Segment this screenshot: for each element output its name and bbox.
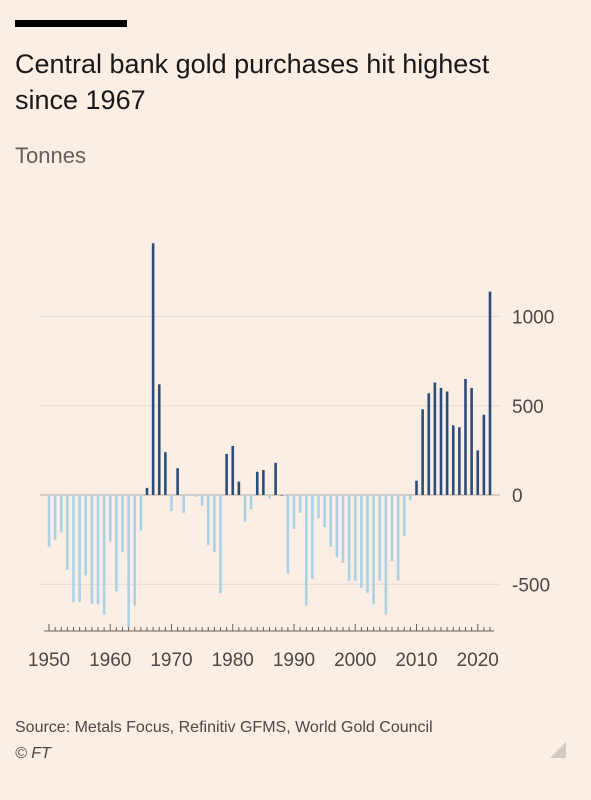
bar-2017 <box>458 427 461 495</box>
bar-1966 <box>145 487 149 495</box>
bar-1982 <box>243 495 247 522</box>
x-axis: 1950 1960 1970 1980 1990 2000 2010 2020 <box>28 624 499 671</box>
bar-1997 <box>335 495 339 558</box>
bar-1955 <box>78 495 81 603</box>
x-tick-label: 1970 <box>150 650 192 671</box>
bar-1987 <box>274 462 277 495</box>
gridlines <box>40 316 500 585</box>
bar-1967 <box>151 243 155 495</box>
bar-1990 <box>292 495 296 529</box>
bar-1952 <box>59 495 63 533</box>
bar-2020 <box>476 450 480 496</box>
bar-2011 <box>421 409 424 495</box>
bar-1980 <box>231 445 235 495</box>
bar-1954 <box>72 495 75 603</box>
bar-1984 <box>255 471 259 495</box>
bar-2016 <box>451 425 455 495</box>
x-tick-label: 1990 <box>273 650 315 671</box>
bar-2018 <box>464 378 467 495</box>
bar-1988 <box>280 495 284 496</box>
bar-2000 <box>353 495 357 581</box>
y-axis-labels: 1000 500 0 -500 <box>512 308 554 597</box>
bar-1976 <box>206 495 210 545</box>
bar-1994 <box>317 495 320 519</box>
bar-1998 <box>341 495 345 563</box>
bar-1995 <box>323 495 326 528</box>
bar-1971 <box>176 468 179 495</box>
y-tick-label: 500 <box>512 397 544 418</box>
bar-1964 <box>133 495 137 606</box>
bar-2003 <box>372 495 375 604</box>
bar-2010 <box>415 480 418 495</box>
bar-1974 <box>194 495 198 497</box>
bar-1965 <box>139 495 143 531</box>
bar-1975 <box>200 495 204 506</box>
bar-2022 <box>488 291 492 495</box>
bar-1962 <box>121 495 124 553</box>
bar-1981 <box>237 481 241 495</box>
bar-1972 <box>182 495 186 513</box>
bar-1958 <box>96 495 100 604</box>
bar-1989 <box>286 495 290 574</box>
bar-1979 <box>225 453 228 495</box>
bar-1992 <box>304 495 308 606</box>
source-note: Source: Metals Focus, Refinitiv GFMS, Wo… <box>15 719 433 736</box>
bar-1985 <box>262 470 265 495</box>
bars <box>47 243 492 628</box>
bar-2007 <box>396 495 400 581</box>
bar-1956 <box>84 495 88 576</box>
bar-2009 <box>409 495 412 501</box>
bar-1968 <box>157 384 161 495</box>
bar-1961 <box>115 495 118 592</box>
bar-1970 <box>170 495 173 512</box>
bar-1986 <box>268 495 271 499</box>
bar-1957 <box>90 495 94 604</box>
bar-1999 <box>347 495 351 581</box>
resize-corner-icon <box>550 742 566 758</box>
bar-1978 <box>219 495 222 594</box>
bar-2004 <box>378 495 382 581</box>
bar-1996 <box>329 495 333 547</box>
bar-1959 <box>102 495 106 615</box>
top-rule <box>15 20 127 27</box>
bar-2021 <box>482 414 486 496</box>
bar-1960 <box>108 495 112 542</box>
x-tick-label: 2010 <box>395 650 437 671</box>
bar-2001 <box>360 495 363 588</box>
y-tick-label: 1000 <box>512 308 554 329</box>
bar-1973 <box>188 495 192 496</box>
bar-2013 <box>433 382 437 495</box>
bar-1977 <box>213 495 216 553</box>
bar-1950 <box>47 495 51 547</box>
bar-2006 <box>390 495 394 562</box>
x-tick-label: 2020 <box>457 650 499 671</box>
bar-1993 <box>311 495 314 579</box>
bar-2019 <box>470 387 473 495</box>
bar-chart: 1950 1960 1970 1980 1990 2000 2010 2020 1000 500… <box>28 243 554 671</box>
x-tick-label: 1960 <box>89 650 131 671</box>
bar-2014 <box>439 387 443 495</box>
bar-1951 <box>53 495 57 540</box>
y-tick-label: -500 <box>512 575 550 596</box>
bar-1953 <box>66 495 69 570</box>
bar-2005 <box>384 495 388 615</box>
bar-1963 <box>127 495 130 628</box>
bar-2015 <box>445 391 449 495</box>
copyright: © FT <box>15 745 51 762</box>
x-tick-label: 2000 <box>334 650 376 671</box>
bar-2012 <box>427 393 431 495</box>
bar-1969 <box>164 452 167 495</box>
bar-1983 <box>249 495 253 510</box>
bar-2008 <box>402 495 406 537</box>
x-tick-label: 1980 <box>212 650 254 671</box>
y-tick-label: 0 <box>512 486 523 507</box>
bar-1991 <box>298 495 302 513</box>
chart-subtitle: Tonnes <box>15 143 86 168</box>
bar-2002 <box>366 495 369 594</box>
x-tick-label: 1950 <box>28 650 70 671</box>
chart-title: Central bank gold purchases hit highest … <box>15 49 490 115</box>
